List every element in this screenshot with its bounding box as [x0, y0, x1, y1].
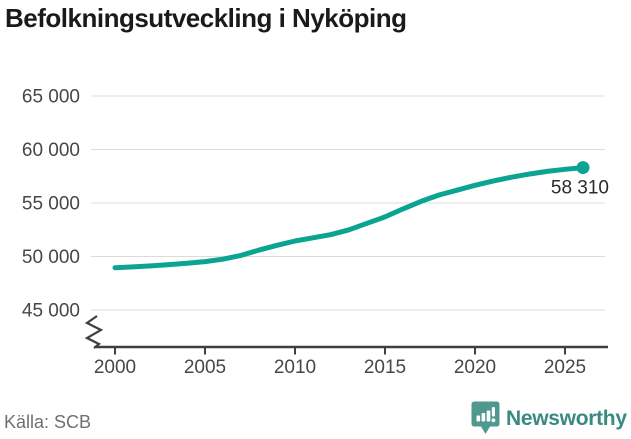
- chart-title: Befolkningsutveckling i Nyköping: [5, 3, 407, 33]
- y-tick-label: 45 000: [22, 301, 80, 322]
- newsworthy-logo: Newsworthy: [471, 401, 627, 435]
- x-tick-label: 2010: [274, 357, 316, 378]
- x-axis-labels: 2000 2005 2010 2015 2020 2025: [94, 357, 586, 378]
- x-tick-label: 2015: [364, 357, 406, 378]
- newsworthy-wordmark: Newsworthy: [506, 406, 627, 430]
- source-label: Källa: SCB: [4, 412, 92, 432]
- y-tick-label: 65 000: [22, 87, 80, 108]
- y-axis-labels: 65 000 60 000 55 000 50 000 45 000: [22, 87, 80, 322]
- x-tick-label: 2025: [544, 357, 586, 378]
- bar-chart-exclamation-icon: [476, 407, 496, 423]
- x-tick-label: 2000: [94, 357, 136, 378]
- x-tick-label: 2005: [184, 357, 226, 378]
- axis-break-icon: [84, 315, 104, 349]
- population-line: [112, 165, 586, 271]
- x-axis-ticks: [114, 347, 566, 355]
- x-tick-label: 2020: [454, 357, 496, 378]
- y-tick-label: 50 000: [22, 247, 80, 268]
- gridlines: [91, 95, 605, 311]
- y-tick-label: 55 000: [22, 194, 80, 215]
- newsworthy-badge-icon: [471, 401, 500, 434]
- end-point-marker: [576, 161, 590, 175]
- end-point-label: 58 310: [551, 178, 609, 199]
- y-tick-label: 60 000: [22, 140, 80, 161]
